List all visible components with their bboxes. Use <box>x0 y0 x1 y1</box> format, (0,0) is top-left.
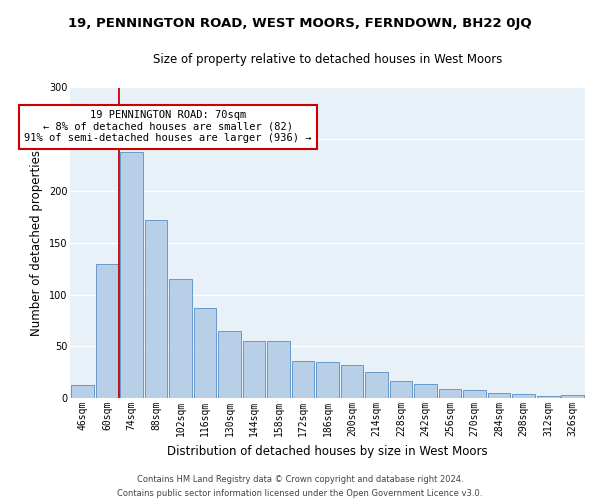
Bar <box>243 341 265 398</box>
Bar <box>194 308 216 398</box>
Bar <box>365 372 388 398</box>
X-axis label: Distribution of detached houses by size in West Moors: Distribution of detached houses by size … <box>167 444 488 458</box>
Bar <box>267 341 290 398</box>
Bar <box>218 331 241 398</box>
Bar <box>292 361 314 398</box>
Bar <box>390 380 412 398</box>
Bar <box>145 220 167 398</box>
Bar <box>537 396 560 398</box>
Bar <box>316 362 339 398</box>
Bar <box>95 264 118 398</box>
Bar <box>512 394 535 398</box>
Bar <box>439 389 461 398</box>
Text: 19, PENNINGTON ROAD, WEST MOORS, FERNDOWN, BH22 0JQ: 19, PENNINGTON ROAD, WEST MOORS, FERNDOW… <box>68 18 532 30</box>
Bar <box>415 384 437 398</box>
Bar <box>341 365 364 398</box>
Y-axis label: Number of detached properties: Number of detached properties <box>30 150 43 336</box>
Bar <box>120 152 143 398</box>
Bar <box>71 384 94 398</box>
Title: Size of property relative to detached houses in West Moors: Size of property relative to detached ho… <box>153 52 502 66</box>
Bar <box>562 395 584 398</box>
Text: Contains HM Land Registry data © Crown copyright and database right 2024.
Contai: Contains HM Land Registry data © Crown c… <box>118 476 482 498</box>
Text: 19 PENNINGTON ROAD: 70sqm
← 8% of detached houses are smaller (82)
91% of semi-d: 19 PENNINGTON ROAD: 70sqm ← 8% of detach… <box>25 110 312 144</box>
Bar <box>169 279 192 398</box>
Bar <box>488 393 511 398</box>
Bar <box>463 390 486 398</box>
